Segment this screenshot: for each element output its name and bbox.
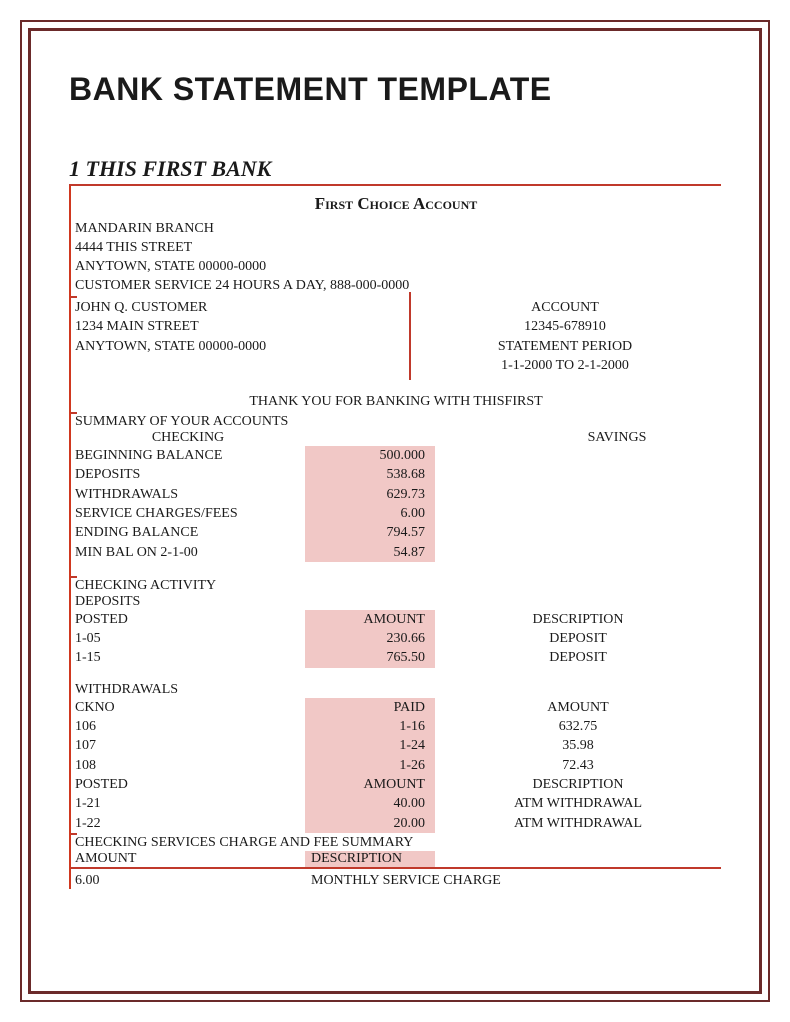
statement-body: First Choice Account MANDARIN BRANCH 444…	[69, 186, 721, 889]
cell-paid: 1-26	[305, 756, 435, 775]
cell-posted: 1-15	[71, 648, 305, 667]
fees-header-row: AMOUNT DESCRIPTION	[71, 851, 721, 869]
col-posted: POSTED	[71, 610, 305, 629]
row-amount: 6.00	[305, 504, 435, 523]
table-header: POSTED AMOUNT DESCRIPTION	[71, 610, 721, 629]
table-row: 1-05 230.66 DEPOSIT	[71, 629, 721, 648]
customer-city-state-zip: ANYTOWN, STATE 00000-0000	[75, 337, 409, 357]
cell-posted: 1-22	[71, 814, 305, 833]
row-label: SERVICE CHARGES/FEES	[71, 504, 305, 523]
cell-amount: 40.00	[305, 794, 435, 813]
fees-row: 6.00 MONTHLY SERVICE CHARGE	[71, 869, 721, 889]
table-row: 1-15 765.50 DEPOSIT	[71, 648, 721, 667]
customer-account-row: JOHN Q. CUSTOMER 1234 MAIN STREET ANYTOW…	[71, 298, 721, 376]
fee-description: MONTHLY SERVICE CHARGE	[305, 873, 721, 889]
table-header: CKNO PAID AMOUNT	[71, 698, 721, 717]
cell-paid: 1-16	[305, 717, 435, 736]
inner-frame: BANK STATEMENT TEMPLATE 1 THIS FIRST BAN…	[28, 28, 762, 994]
cell-amount: 20.00	[305, 814, 435, 833]
col-checking: CHECKING	[71, 430, 305, 446]
table-row: 107 1-24 35.98	[71, 736, 721, 755]
cell-amount: 632.75	[435, 717, 721, 736]
statement-period-label: STATEMENT PERIOD	[409, 337, 721, 357]
row-label: MIN BAL ON 2-1-00	[71, 543, 305, 562]
cell-paid: 1-24	[305, 736, 435, 755]
row-label: BEGINNING BALANCE	[71, 446, 305, 465]
account-label: ACCOUNT	[409, 298, 721, 318]
fees-title: CHECKING SERVICES CHARGE AND FEE SUMMARY	[71, 835, 721, 851]
row-label: DEPOSITS	[71, 465, 305, 484]
account-type-heading: First Choice Account	[71, 186, 721, 220]
outer-frame: BANK STATEMENT TEMPLATE 1 THIS FIRST BAN…	[20, 20, 770, 1002]
cell-description: DEPOSIT	[435, 648, 721, 667]
statement-period: 1-1-2000 TO 2-1-2000	[409, 356, 721, 376]
branch-name: MANDARIN BRANCH	[75, 220, 721, 239]
cell-description: ATM WITHDRAWAL	[435, 814, 721, 833]
col-description: DESCRIPTION	[435, 775, 721, 794]
table-header: POSTED AMOUNT DESCRIPTION	[71, 775, 721, 794]
cell-amount: 72.43	[435, 756, 721, 775]
deposits-table: POSTED AMOUNT DESCRIPTION 1-05 230.66 DE…	[71, 610, 721, 668]
document-title: BANK STATEMENT TEMPLATE	[69, 71, 721, 108]
branch-street: 4444 THIS STREET	[75, 239, 721, 258]
table-row: DEPOSITS 538.68	[71, 465, 721, 484]
customer-service-line: CUSTOMER SERVICE 24 HOURS A DAY, 888-000…	[75, 277, 721, 296]
branch-address-block: MANDARIN BRANCH 4444 THIS STREET ANYTOWN…	[71, 220, 721, 296]
table-row: 1-21 40.00 ATM WITHDRAWAL	[71, 794, 721, 813]
summary-table: BEGINNING BALANCE 500.000 DEPOSITS 538.6…	[71, 446, 721, 562]
row-amount: 629.73	[305, 485, 435, 504]
table-row: MIN BAL ON 2-1-00 54.87	[71, 543, 721, 562]
fee-amount: 6.00	[71, 873, 305, 889]
customer-street: 1234 MAIN STREET	[75, 317, 409, 337]
col-amount: AMOUNT	[305, 610, 435, 629]
cell-amount: 765.50	[305, 648, 435, 667]
vertical-divider	[409, 292, 411, 380]
cell-ckno: 108	[71, 756, 305, 775]
col-description: DESCRIPTION	[435, 610, 721, 629]
table-row: WITHDRAWALS 629.73	[71, 485, 721, 504]
deposits-label: DEPOSITS	[71, 594, 721, 610]
table-row: SERVICE CHARGES/FEES 6.00	[71, 504, 721, 523]
table-row: ENDING BALANCE 794.57	[71, 523, 721, 542]
branch-city-state-zip: ANYTOWN, STATE 00000-0000	[75, 258, 721, 277]
table-row: 1-22 20.00 ATM WITHDRAWAL	[71, 814, 721, 833]
cell-description: ATM WITHDRAWAL	[435, 794, 721, 813]
checking-activity-label: CHECKING ACTIVITY	[71, 578, 721, 594]
account-number: 12345-678910	[409, 317, 721, 337]
row-label: ENDING BALANCE	[71, 523, 305, 542]
summary-column-headers: CHECKING SAVINGS	[71, 430, 721, 446]
col-posted: POSTED	[71, 775, 305, 794]
cell-ckno: 106	[71, 717, 305, 736]
col-amount: AMOUNT	[305, 775, 435, 794]
table-row: 108 1-26 72.43	[71, 756, 721, 775]
cell-description: DEPOSIT	[435, 629, 721, 648]
col-savings: SAVINGS	[513, 430, 721, 446]
cell-ckno: 107	[71, 736, 305, 755]
cell-posted: 1-21	[71, 794, 305, 813]
table-row: 106 1-16 632.75	[71, 717, 721, 736]
cell-amount: 35.98	[435, 736, 721, 755]
col-ckno: CKNO	[71, 698, 305, 717]
table-row: BEGINNING BALANCE 500.000	[71, 446, 721, 465]
cell-amount: 230.66	[305, 629, 435, 648]
row-amount: 538.68	[305, 465, 435, 484]
row-amount: 500.000	[305, 446, 435, 465]
customer-block: JOHN Q. CUSTOMER 1234 MAIN STREET ANYTOW…	[71, 298, 409, 376]
account-block: ACCOUNT 12345-678910 STATEMENT PERIOD 1-…	[409, 298, 721, 376]
bank-name: 1 THIS FIRST BANK	[69, 156, 721, 186]
customer-name: JOHN Q. CUSTOMER	[75, 298, 409, 318]
withdrawals-label: WITHDRAWALS	[71, 682, 721, 698]
col-amount: AMOUNT	[435, 698, 721, 717]
col-paid: PAID	[305, 698, 435, 717]
thank-you-line: THANK YOU FOR BANKING WITH THISFIRST	[71, 376, 721, 412]
row-amount: 794.57	[305, 523, 435, 542]
summary-label: SUMMARY OF YOUR ACCOUNTS	[71, 414, 721, 430]
col-description: DESCRIPTION	[305, 851, 435, 867]
withdrawals-checks-table: CKNO PAID AMOUNT 106 1-16 632.75 107 1-2…	[71, 698, 721, 833]
row-amount: 54.87	[305, 543, 435, 562]
row-label: WITHDRAWALS	[71, 485, 305, 504]
col-amount: AMOUNT	[71, 851, 305, 867]
cell-posted: 1-05	[71, 629, 305, 648]
